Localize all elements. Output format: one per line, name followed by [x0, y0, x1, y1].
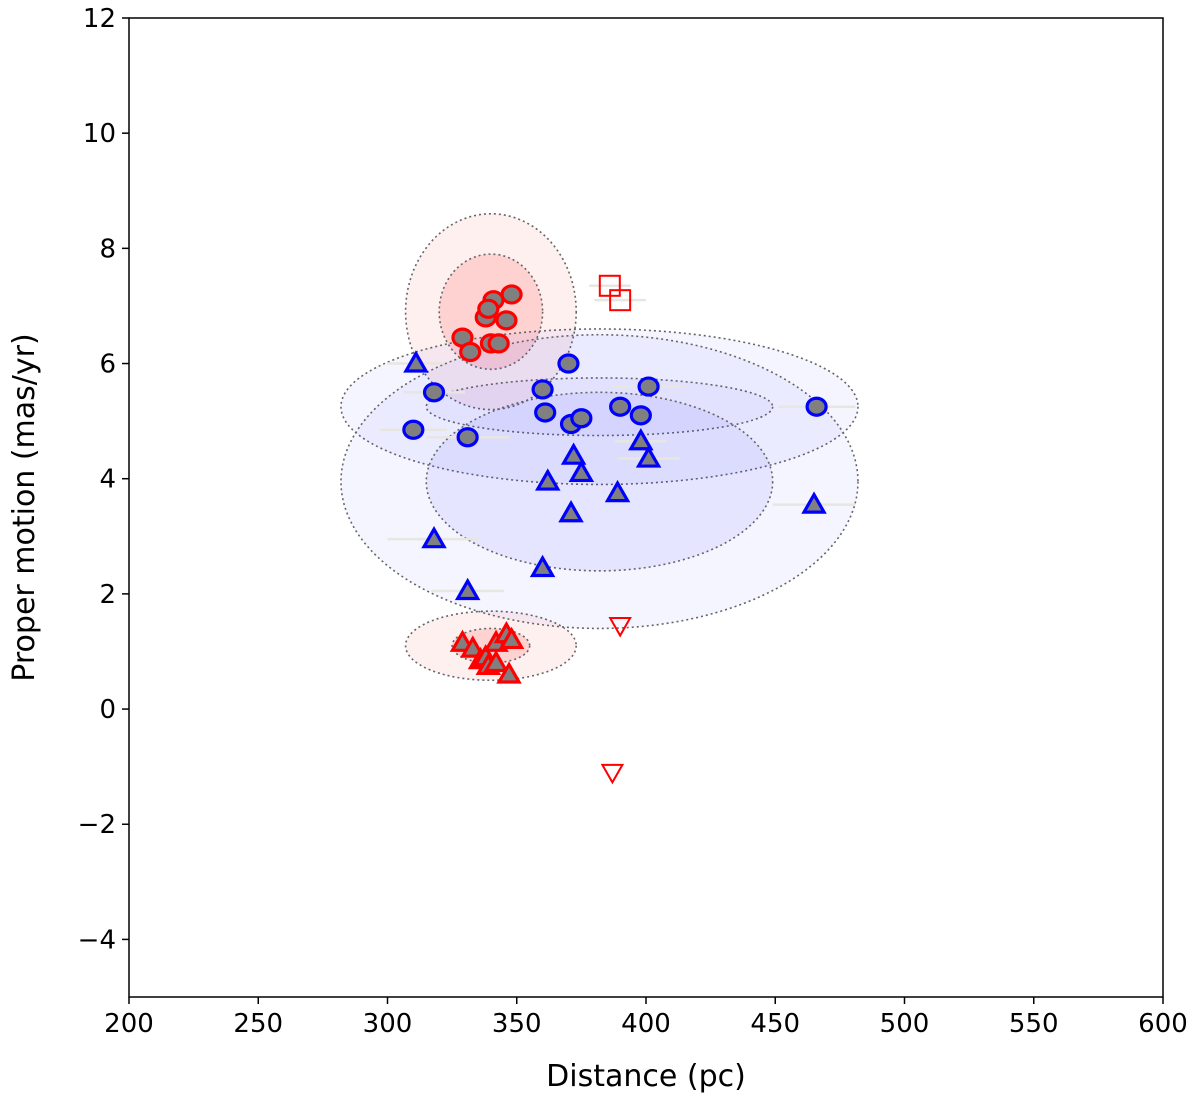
triangle-up-marker — [483, 649, 509, 673]
ellipse-blue-triangles — [340, 333, 859, 630]
y-axis-title: Proper motion (mas/yr) — [7, 333, 42, 681]
y-tick-label: 2 — [99, 580, 116, 610]
data-markers — [402, 274, 828, 785]
circle-marker — [500, 284, 523, 305]
circle-marker — [531, 379, 554, 400]
y-tick-label: 12 — [83, 4, 116, 34]
circle-marker — [557, 353, 580, 374]
x-tick-label: 250 — [233, 1009, 283, 1039]
y-tick-label: 10 — [83, 119, 116, 149]
triangle-up-marker — [628, 428, 654, 451]
square-marker — [609, 289, 632, 312]
circle-marker — [805, 396, 828, 417]
x-tick-label: 400 — [621, 1009, 671, 1039]
y-tick-label: −2 — [78, 810, 116, 840]
circle-marker — [609, 396, 632, 417]
y-tick-label: 4 — [99, 465, 116, 495]
y-tick-label: 0 — [99, 695, 116, 725]
ellipse-blue-triangles — [425, 391, 774, 572]
triangle-up-marker — [529, 554, 556, 578]
triangle-down-marker — [600, 763, 625, 785]
circle-marker — [459, 341, 482, 363]
circle-marker — [456, 427, 479, 448]
axis-ticks: 200 250 300 350 400 450 500 550 600 −4 −2 0 2 4 6 8 10 12 — [78, 4, 1188, 1039]
circle-marker — [402, 419, 425, 440]
triangle-up-marker — [635, 445, 662, 468]
triangle-up-marker — [568, 459, 595, 483]
triangle-up-marker — [535, 468, 561, 491]
circle-marker — [477, 298, 500, 319]
circle-marker — [495, 310, 518, 331]
circle-marker — [637, 376, 660, 397]
circle-marker — [487, 333, 510, 354]
triangle-up-marker — [498, 626, 525, 650]
triangle-up-marker — [801, 491, 827, 514]
triangle-up-marker — [558, 500, 584, 523]
x-tick-label: 200 — [104, 1009, 154, 1039]
triangle-up-marker — [496, 661, 522, 684]
triangle-up-marker — [560, 442, 587, 465]
circle-marker — [534, 402, 557, 423]
circle-marker — [422, 382, 446, 403]
triangle-up-marker — [421, 525, 447, 549]
triangle-up-marker — [604, 479, 631, 503]
triangle-up-marker — [403, 350, 429, 373]
x-tick-label: 550 — [1009, 1009, 1059, 1039]
y-tick-label: −4 — [78, 925, 116, 955]
y-tick-label: 8 — [99, 234, 116, 264]
triangle-down-marker — [608, 617, 632, 638]
x-tick-label: 300 — [363, 1009, 413, 1039]
x-tick-label: 500 — [880, 1009, 930, 1039]
triangle-up-marker — [454, 577, 481, 601]
x-tick-label: 600 — [1138, 1009, 1188, 1039]
circle-marker — [629, 405, 652, 426]
y-tick-label: 6 — [99, 350, 116, 380]
circle-marker — [570, 408, 593, 429]
x-axis-title: Distance (pc) — [546, 1059, 746, 1094]
ellipse-blue-circles — [425, 377, 774, 437]
x-tick-label: 450 — [750, 1009, 800, 1039]
x-tick-label: 350 — [492, 1009, 542, 1039]
